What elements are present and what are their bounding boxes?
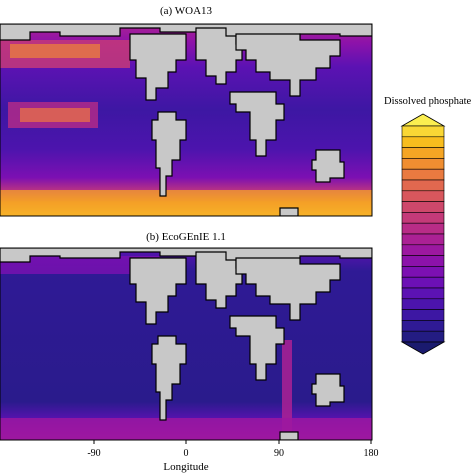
africa-b — [229, 315, 285, 381]
colorbar-extend-min — [400, 341, 446, 355]
x-axis: -90 0 90 180 Longitude — [87, 440, 379, 473]
colorbar-level — [401, 244, 445, 256]
colorbar-level — [401, 158, 445, 170]
colorbar — [400, 113, 446, 355]
colorbar-level — [401, 287, 445, 300]
colorbar-level — [401, 147, 445, 159]
colorbar-level — [401, 212, 445, 224]
colorbar-level — [401, 330, 445, 343]
panel-a-map — [0, 24, 372, 216]
africa — [229, 91, 285, 157]
colorbar-level — [401, 125, 445, 138]
colorbar-level — [401, 298, 445, 310]
xtick-label: 0 — [184, 448, 189, 459]
greenland-b — [195, 251, 243, 309]
panel-b-map — [0, 248, 372, 440]
south-america — [151, 111, 187, 197]
panel-b-title: (b) EcoGEnIE 1.1 — [146, 231, 226, 243]
colorbar-level — [401, 233, 445, 246]
colorbar-level — [401, 266, 445, 278]
panel-b-land — [0, 248, 372, 440]
australia-b — [311, 373, 345, 407]
indian-ocean-streak — [282, 340, 292, 432]
colorbar-extend-max — [400, 113, 446, 127]
southern-ocean-band — [0, 190, 372, 216]
east-pacific-peak — [20, 108, 90, 122]
xtick-label: -90 — [87, 448, 100, 459]
x-axis-label: Longitude — [163, 461, 208, 473]
panel-a-frame — [0, 23, 373, 217]
xtick-label: 90 — [274, 448, 284, 459]
colorbar-level — [401, 255, 445, 267]
colorbar-level — [401, 320, 445, 332]
colorbar-title: Dissolved phosphate ( — [384, 96, 474, 107]
xtick-label: 180 — [364, 448, 379, 459]
eurasia — [235, 33, 341, 97]
eurasia-b — [235, 257, 341, 321]
panel-a-land — [0, 24, 372, 216]
colorbar-level — [401, 201, 445, 213]
colorbar-level — [401, 179, 445, 192]
colorbar-level — [401, 136, 445, 148]
greenland — [195, 27, 243, 85]
australia — [311, 149, 345, 183]
colorbar-level — [401, 276, 445, 289]
north-america-b — [129, 257, 187, 325]
colorbar-level — [401, 222, 445, 235]
south-america-b — [151, 335, 187, 421]
colorbar-level — [401, 309, 445, 321]
southern-ocean-band-b — [0, 418, 372, 440]
colorbar-level — [401, 190, 445, 202]
colorbar-level — [401, 168, 445, 181]
antarctica-b — [279, 431, 299, 440]
panel-a-title: (a) WOA13 — [160, 5, 213, 17]
antarctica-a — [279, 207, 299, 216]
north-pacific-moderate — [0, 256, 160, 274]
north-america — [129, 33, 187, 101]
north-pacific-peak — [10, 44, 100, 58]
